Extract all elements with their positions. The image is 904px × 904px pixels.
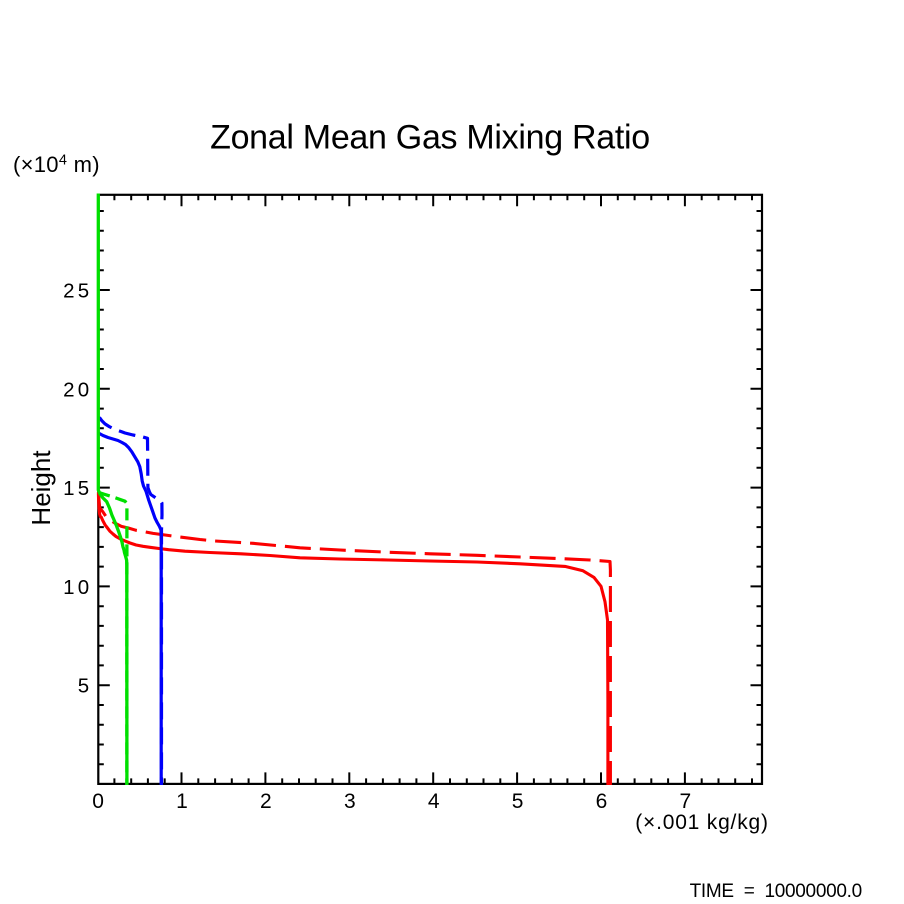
- svg-text:5: 5: [78, 675, 93, 698]
- svg-text:4: 4: [428, 790, 440, 813]
- svg-text:(×.001 kg/kg): (×.001 kg/kg): [635, 811, 769, 834]
- svg-text:Zonal Mean Gas Mixing Ratio: Zonal Mean Gas Mixing Ratio: [210, 119, 650, 157]
- svg-text:25: 25: [63, 280, 92, 303]
- svg-text:0: 0: [92, 790, 104, 813]
- svg-text:Height: Height: [26, 450, 56, 526]
- svg-text:5: 5: [512, 790, 524, 813]
- svg-text:1: 1: [176, 790, 188, 813]
- svg-text:20: 20: [63, 378, 92, 401]
- svg-text:3: 3: [344, 790, 356, 813]
- svg-text:(×104 m): (×104 m): [13, 152, 100, 177]
- svg-text:6: 6: [596, 790, 608, 813]
- svg-text:15: 15: [63, 477, 92, 500]
- svg-text:10: 10: [63, 576, 92, 599]
- svg-text:7: 7: [680, 790, 692, 813]
- svg-text:TIME = 10000000.0: TIME = 10000000.0: [690, 881, 862, 902]
- svg-text:2: 2: [260, 790, 272, 813]
